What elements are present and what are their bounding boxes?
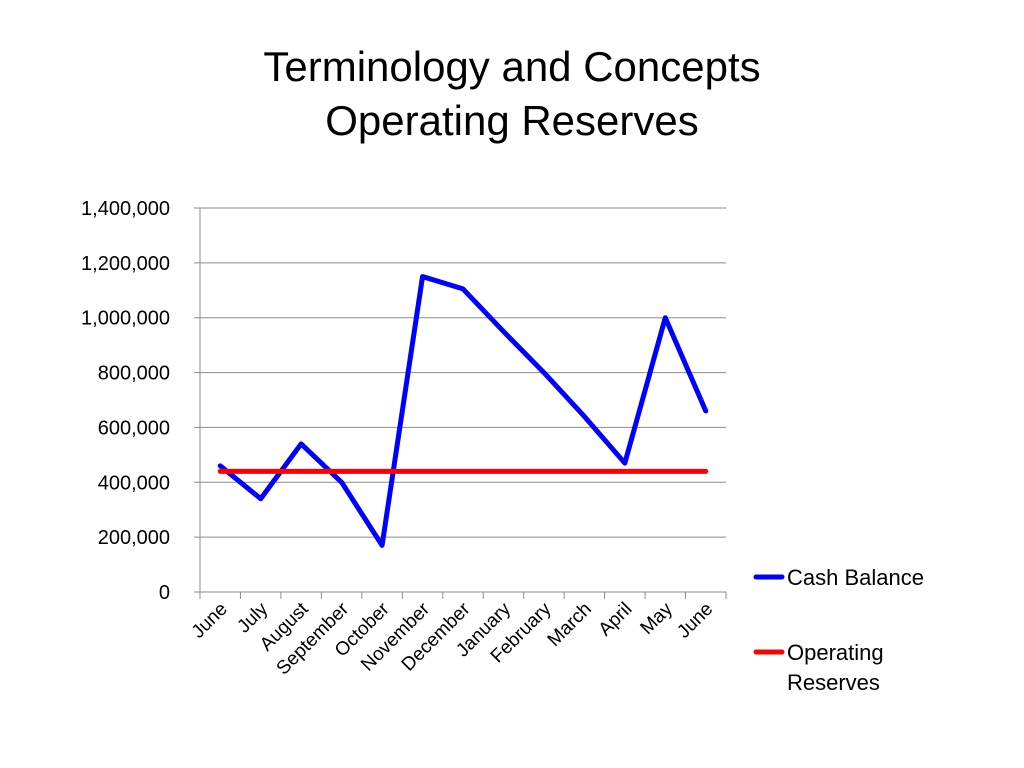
- y-tick-label: 600,000: [98, 417, 170, 439]
- y-tick-label: 400,000: [98, 472, 170, 494]
- x-tick-label: April: [595, 599, 637, 641]
- x-tick-label: March: [544, 599, 596, 651]
- legend-label: Operating: [787, 640, 884, 665]
- chart-title-line-1: Terminology and Concepts: [263, 43, 761, 90]
- x-tick-label: June: [188, 599, 232, 643]
- y-tick-label: 1,400,000: [81, 198, 170, 220]
- x-tick-label: May: [637, 598, 678, 639]
- x-tick-label: June: [673, 599, 717, 643]
- legend-label: Reserves: [787, 670, 880, 695]
- chart-title-line-2: Operating Reserves: [325, 97, 699, 144]
- x-axis-ticks: June JulyAugustSeptemberOctoberNovemberDe…: [188, 592, 727, 679]
- y-tick-label: 1,200,000: [81, 253, 170, 275]
- y-tick-label: 0: [159, 582, 170, 604]
- legend: Cash Balance Operating Reserves: [753, 565, 924, 695]
- y-tick-label: 1,000,000: [81, 308, 170, 330]
- grid-lines: [200, 207, 726, 538]
- series-line-0: [217, 274, 709, 548]
- series-lines: [217, 274, 709, 548]
- legend-label: Cash Balance: [787, 565, 924, 590]
- y-axis-ticks: 0 200,000 400,000 600,000 800,000 1,000,000 1,…: [81, 198, 200, 604]
- axes: [199, 208, 726, 593]
- chart-title: Terminology and Concepts Operating Reser…: [0, 40, 1024, 148]
- y-tick-label: 200,000: [98, 527, 170, 549]
- y-tick-label: 800,000: [98, 363, 170, 385]
